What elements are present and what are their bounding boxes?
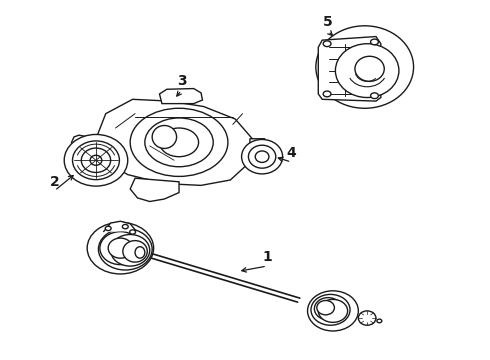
Polygon shape <box>96 99 252 185</box>
Polygon shape <box>72 135 98 153</box>
Ellipse shape <box>123 240 147 262</box>
Polygon shape <box>130 178 179 202</box>
Text: 4: 4 <box>287 146 296 160</box>
Ellipse shape <box>130 108 228 176</box>
Polygon shape <box>318 37 381 101</box>
Ellipse shape <box>308 291 358 331</box>
Ellipse shape <box>64 134 128 186</box>
Ellipse shape <box>355 56 384 81</box>
Circle shape <box>323 41 331 46</box>
Text: 2: 2 <box>49 175 59 189</box>
Circle shape <box>377 319 382 323</box>
Polygon shape <box>250 139 267 150</box>
Circle shape <box>122 225 128 229</box>
Ellipse shape <box>242 139 283 174</box>
Ellipse shape <box>90 155 102 165</box>
Ellipse shape <box>311 294 350 325</box>
Ellipse shape <box>317 301 334 315</box>
Ellipse shape <box>318 300 347 322</box>
Text: 3: 3 <box>177 75 186 89</box>
Ellipse shape <box>108 238 133 258</box>
Ellipse shape <box>87 222 154 274</box>
Ellipse shape <box>248 145 276 168</box>
Ellipse shape <box>358 311 376 325</box>
Circle shape <box>370 93 378 99</box>
Text: 5: 5 <box>323 15 333 29</box>
Ellipse shape <box>255 151 269 162</box>
Polygon shape <box>159 89 202 104</box>
Ellipse shape <box>100 231 141 265</box>
Text: 1: 1 <box>262 250 272 264</box>
Circle shape <box>105 226 111 230</box>
Ellipse shape <box>315 298 342 320</box>
Ellipse shape <box>73 141 120 180</box>
Ellipse shape <box>335 44 399 98</box>
Ellipse shape <box>135 247 145 258</box>
Circle shape <box>323 91 331 97</box>
Polygon shape <box>103 221 136 232</box>
Ellipse shape <box>152 126 176 148</box>
Ellipse shape <box>316 26 414 108</box>
Ellipse shape <box>159 128 198 157</box>
Circle shape <box>130 230 136 234</box>
Ellipse shape <box>98 228 152 270</box>
Ellipse shape <box>111 234 150 266</box>
Circle shape <box>370 39 378 45</box>
Ellipse shape <box>145 118 213 167</box>
Ellipse shape <box>81 148 111 172</box>
